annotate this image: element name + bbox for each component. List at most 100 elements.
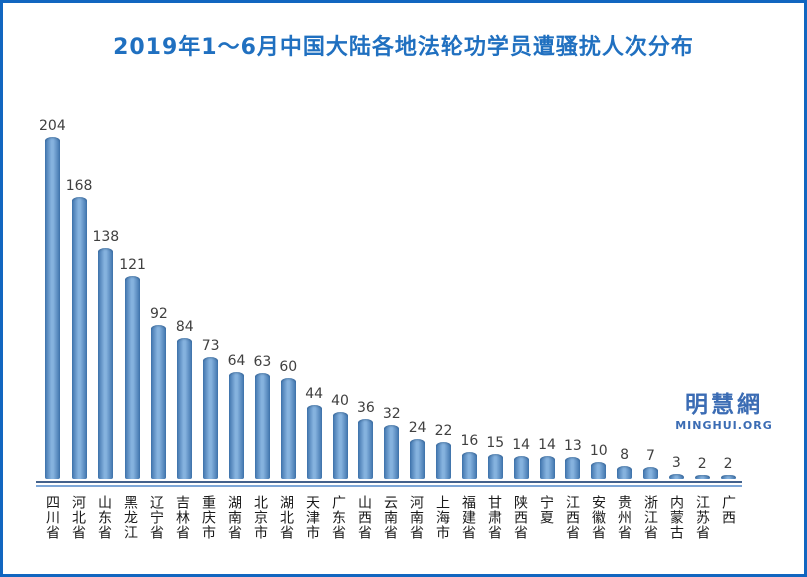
x-axis-label: 福建省	[460, 495, 476, 540]
x-axis-label: 上海市	[434, 495, 450, 540]
x-axis-label: 山西省	[356, 495, 372, 540]
x-axis-label-slot: 四川省	[39, 495, 65, 540]
bar-slot: 2	[715, 117, 741, 479]
bar-value-label: 36	[356, 399, 375, 416]
x-axis-label: 广东省	[330, 495, 346, 540]
bar	[436, 442, 451, 479]
x-axis-label-slot: 山西省	[351, 495, 377, 540]
bar	[668, 474, 684, 479]
bar-slot: 16	[456, 117, 482, 479]
x-axis-label-slot: 广西	[715, 495, 741, 540]
x-axis-label-slot: 陕西省	[507, 495, 533, 540]
x-axis-label-slot: 福建省	[455, 495, 481, 540]
x-axis-label: 浙江省	[642, 495, 658, 540]
bar	[539, 455, 555, 479]
x-axis-labels: 四川省 河北省 山东省 黑龙江 辽宁省 吉林省 重庆市 湖南省 北京市 湖北省 天津市 广东省 山西省云…	[39, 495, 741, 540]
minghui-watermark: 明慧網 MINGHUI.ORG	[665, 392, 783, 433]
x-axis-line	[36, 481, 742, 483]
bar	[694, 475, 710, 479]
x-axis-label: 陕西省	[512, 495, 528, 540]
bar-slot: 138	[92, 117, 119, 479]
bar	[151, 324, 167, 479]
chart-title: 2019年1～6月中国大陆各地法轮功学员遭骚扰人次分布	[113, 35, 694, 60]
bar-slot: 44	[301, 117, 327, 479]
x-axis-label-slot: 辽宁省	[143, 495, 169, 540]
bar-value-label: 73	[201, 337, 220, 354]
bar-value-label: 204	[39, 118, 66, 134]
bar	[461, 452, 477, 479]
x-axis-label: 江西省	[564, 495, 580, 540]
x-axis-label-slot: 天津市	[299, 495, 325, 540]
bar-slot: 22	[431, 117, 457, 479]
bar	[203, 356, 219, 479]
bar	[565, 457, 581, 479]
x-axis-label-slot: 广东省	[325, 495, 351, 540]
bar	[720, 475, 736, 479]
x-axis-label: 贵州省	[616, 495, 632, 540]
x-axis-label-slot: 安徽省	[585, 495, 611, 540]
x-axis-label: 云南省	[382, 495, 398, 540]
x-axis-label: 宁夏	[538, 495, 554, 525]
x-axis-label: 重庆市	[200, 495, 216, 540]
x-axis-label: 吉林省	[174, 495, 190, 540]
x-axis-label: 江苏省	[694, 495, 710, 540]
x-axis-label-slot: 吉林省	[169, 495, 195, 540]
x-axis-label-slot: 江西省	[559, 495, 585, 540]
bar-value-label: 32	[382, 406, 401, 423]
bar-slot: 204	[39, 117, 66, 479]
x-axis-label: 安徽省	[590, 495, 606, 540]
bar-value-label: 8	[620, 446, 630, 463]
bar-slot: 7	[638, 117, 664, 479]
bar	[254, 373, 270, 479]
bar	[487, 453, 503, 479]
bar-slot: 64	[224, 117, 250, 479]
bar	[280, 378, 296, 479]
x-axis-label-slot: 甘肃省	[481, 495, 507, 540]
bar-value-label: 168	[65, 178, 93, 195]
x-axis-label: 湖南省	[226, 495, 242, 540]
x-axis-label-slot: 河北省	[65, 495, 91, 540]
x-axis-label-slot: 北京市	[247, 495, 273, 540]
bar-value-label: 10	[589, 443, 608, 460]
bar-slot: 2	[689, 117, 715, 479]
bar-slot: 10	[586, 117, 612, 479]
x-axis-label-slot: 江苏省	[689, 495, 715, 540]
bar	[410, 438, 426, 479]
bar-value-label: 2	[723, 456, 733, 472]
x-axis-label-slot: 湖北省	[273, 495, 299, 540]
bar-slot: 14	[534, 117, 560, 479]
bar-slot: 13	[560, 117, 586, 479]
bar-slot: 40	[327, 117, 353, 479]
watermark-url-text: MINGHUI.ORG	[675, 419, 773, 433]
x-axis-label-slot: 内蒙古	[663, 495, 689, 540]
x-axis-label: 辽宁省	[148, 495, 164, 540]
x-axis-label-slot: 贵州省	[611, 495, 637, 540]
x-axis-label-slot: 黑龙江	[117, 495, 143, 540]
x-axis-label-slot: 云南省	[377, 495, 403, 540]
bar	[384, 425, 400, 479]
bar-value-label: 7	[646, 448, 655, 465]
bar	[332, 411, 348, 479]
bar-slot: 60	[275, 117, 301, 479]
x-axis-label-slot: 山东省	[91, 495, 117, 540]
x-axis-line-highlight	[36, 485, 742, 487]
bar-slot: 3	[663, 117, 689, 479]
x-axis-label: 河北省	[70, 495, 86, 540]
watermark-chinese-logo: 明慧網	[685, 392, 763, 418]
bar	[643, 467, 658, 479]
bar	[177, 338, 193, 479]
x-axis-label-slot: 河南省	[403, 495, 429, 540]
bar-slot: 73	[198, 117, 224, 479]
x-axis-label-slot: 重庆市	[195, 495, 221, 540]
bar-value-label: 44	[305, 386, 324, 403]
bar-slot: 92	[146, 117, 172, 479]
bar	[591, 462, 607, 479]
bar	[125, 276, 141, 479]
bar	[513, 455, 529, 479]
bar	[229, 371, 244, 479]
x-axis-label: 北京市	[252, 495, 268, 540]
x-axis-label: 天津市	[304, 495, 320, 540]
bar-value-label: 138	[92, 228, 120, 245]
x-axis-label: 山东省	[96, 495, 112, 540]
